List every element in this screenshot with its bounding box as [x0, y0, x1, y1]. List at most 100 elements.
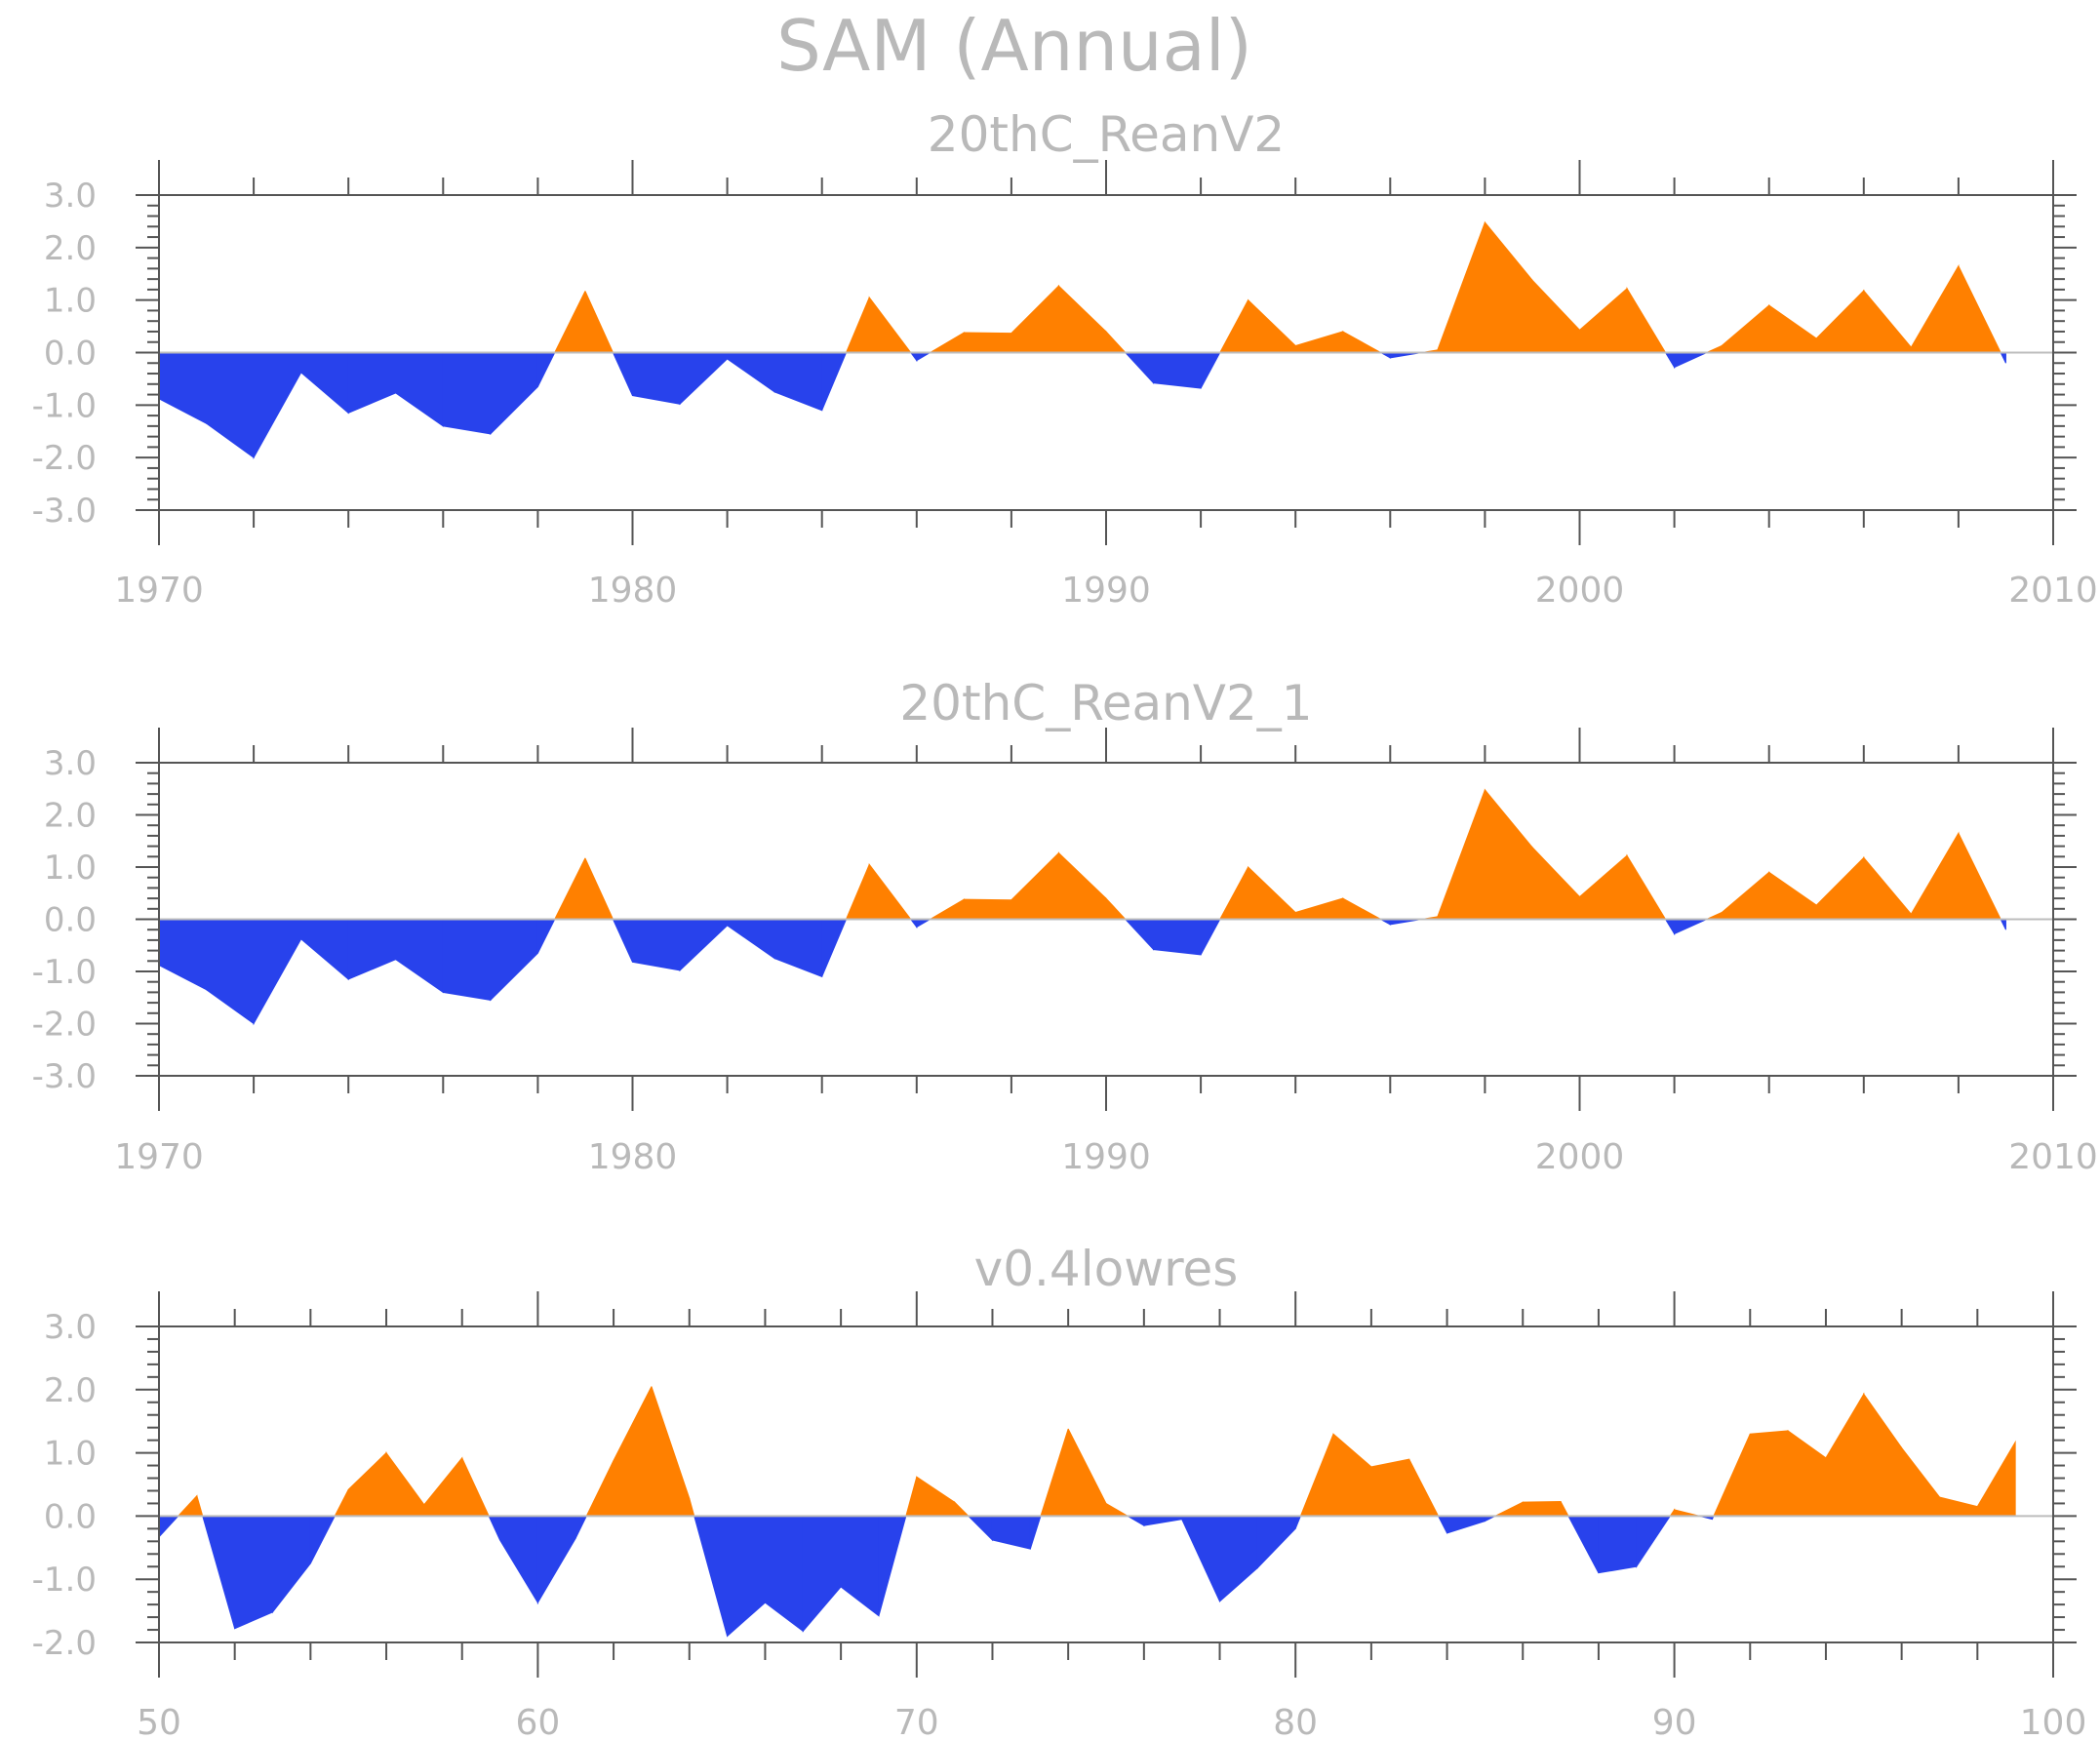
x-tick-label: 2000 — [1535, 571, 1625, 611]
negative-area-segment — [1674, 919, 1707, 935]
positive-area-segment — [1579, 854, 1628, 920]
negative-area-segment — [1181, 1515, 1221, 1602]
positive-area-segment — [1248, 865, 1296, 920]
positive-area-segment — [1105, 1502, 1130, 1517]
positive-area-segment — [1010, 851, 1059, 920]
positive-area-segment — [1938, 1496, 1978, 1517]
positive-area-segment — [1437, 789, 1486, 920]
negative-area-segment — [909, 352, 918, 363]
negative-area-segment — [840, 1515, 880, 1617]
positive-area-segment — [905, 1477, 918, 1517]
negative-area-segment — [1437, 1515, 1448, 1534]
positive-area-segment — [1408, 1458, 1440, 1517]
negative-area-segment — [1200, 352, 1221, 389]
plot-frame — [158, 1325, 2054, 1643]
negative-area-segment — [821, 352, 848, 411]
positive-area-segment — [845, 864, 870, 920]
y-tick-label: -1.0 — [32, 386, 97, 425]
negative-area-segment — [253, 352, 302, 460]
x-tick-label: 1990 — [1061, 1137, 1151, 1177]
negative-area-segment — [300, 352, 349, 415]
positive-area-segment — [1057, 851, 1107, 920]
positive-area-segment — [1626, 853, 1667, 920]
positive-area-segment — [928, 898, 965, 920]
positive-area-segment — [613, 1386, 653, 1517]
negative-area-segment — [1153, 352, 1202, 389]
positive-area-segment — [1370, 1458, 1410, 1517]
negative-area-segment — [395, 919, 444, 994]
positive-area-segment — [1248, 298, 1296, 353]
negative-area-segment — [1143, 1515, 1183, 1526]
positive-area-segment — [423, 1456, 463, 1517]
panel-2: 20thC_ReanV2_1 3.0 2.0 1.0 0.0 -1.0 -2.0 -3.0 19… — [32, 675, 2098, 1177]
negative-area-segment — [967, 1515, 993, 1542]
negative-area-segment — [202, 1515, 236, 1629]
positive-area-segment — [1863, 1392, 1903, 1517]
positive-area-segment — [1057, 284, 1107, 353]
y-tick-label: 2.0 — [44, 797, 97, 836]
negative-area-segment — [727, 919, 775, 960]
negative-area-segment — [309, 1515, 337, 1564]
x-tick-label: 1990 — [1061, 571, 1151, 611]
negative-area-segment — [878, 1515, 907, 1616]
positive-area-segment — [1706, 911, 1723, 920]
positive-area-segment — [1494, 1501, 1524, 1517]
x-tick-label: 2000 — [1535, 1137, 1625, 1177]
y-tick-label: -3.0 — [32, 1057, 97, 1096]
positive-area-segment — [1437, 221, 1486, 353]
positive-area-segment — [553, 291, 586, 353]
y-tick-label: 0.0 — [44, 1497, 97, 1536]
negative-area-segment — [1446, 1515, 1486, 1534]
y-tick-label: -2.0 — [32, 1006, 97, 1045]
y-tick-label: 1.0 — [44, 849, 97, 888]
positive-area-segment — [1010, 284, 1059, 353]
negative-area-segment — [916, 919, 932, 929]
negative-area-segment — [802, 1515, 842, 1633]
negative-area-segment — [1126, 1515, 1145, 1526]
negative-area-segment — [442, 352, 492, 435]
y-axis: 3.0 2.0 1.0 0.0 -1.0 -2.0 — [32, 1308, 2077, 1663]
negative-area-segment — [206, 352, 255, 459]
positive-area-segment — [1749, 1430, 1789, 1517]
positive-area-segment — [954, 1500, 971, 1517]
positive-area-segment — [1294, 331, 1344, 353]
negative-area-segment — [158, 352, 208, 424]
positive-area-segment — [928, 332, 965, 353]
negative-area-segment — [347, 919, 397, 980]
positive-area-segment — [1863, 855, 1912, 920]
negative-area-segment — [536, 919, 556, 954]
x-axis: 50 60 70 80 90 100 — [137, 1291, 2086, 1740]
y-tick-label: 3.0 — [44, 177, 97, 216]
positive-area-segment — [1721, 871, 1770, 920]
positive-area-segment — [334, 1488, 349, 1517]
negative-area-segment — [612, 919, 633, 963]
x-tick-label: 1970 — [114, 1137, 204, 1177]
negative-area-segment — [300, 919, 349, 981]
positive-area-segment — [845, 297, 870, 353]
x-tick-label: 50 — [137, 1703, 181, 1740]
negative-area-segment — [1567, 1515, 1600, 1573]
positive-area-segment — [1294, 897, 1344, 920]
negative-area-segment — [1124, 919, 1155, 951]
x-tick-label: 1970 — [114, 571, 204, 611]
negative-area-segment — [679, 352, 729, 406]
positive-area-segment — [1815, 289, 1865, 353]
negative-area-segment — [727, 1515, 766, 1638]
positive-area-segment — [1706, 344, 1723, 353]
panel-3: v0.4lowres 3.0 2.0 1.0 0.0 -1.0 -2.0 50 60 70 80 90… — [32, 1241, 2087, 1740]
negative-area-segment — [1598, 1515, 1638, 1574]
negative-area-segment — [764, 1515, 804, 1633]
positive-area-segment — [196, 1495, 204, 1517]
negative-area-segment — [612, 352, 633, 396]
positive-area-segment — [585, 1460, 614, 1517]
positive-area-segment — [1768, 304, 1817, 353]
positive-area-segment — [461, 1457, 490, 1517]
negative-area-segment — [1664, 352, 1676, 370]
positive-area-segment — [1863, 289, 1912, 353]
negative-area-segment — [773, 352, 823, 412]
negative-area-segment — [536, 352, 556, 387]
positive-area-segment — [1067, 1428, 1107, 1517]
positive-area-segment — [584, 291, 614, 353]
negative-area-segment — [1029, 1515, 1042, 1550]
